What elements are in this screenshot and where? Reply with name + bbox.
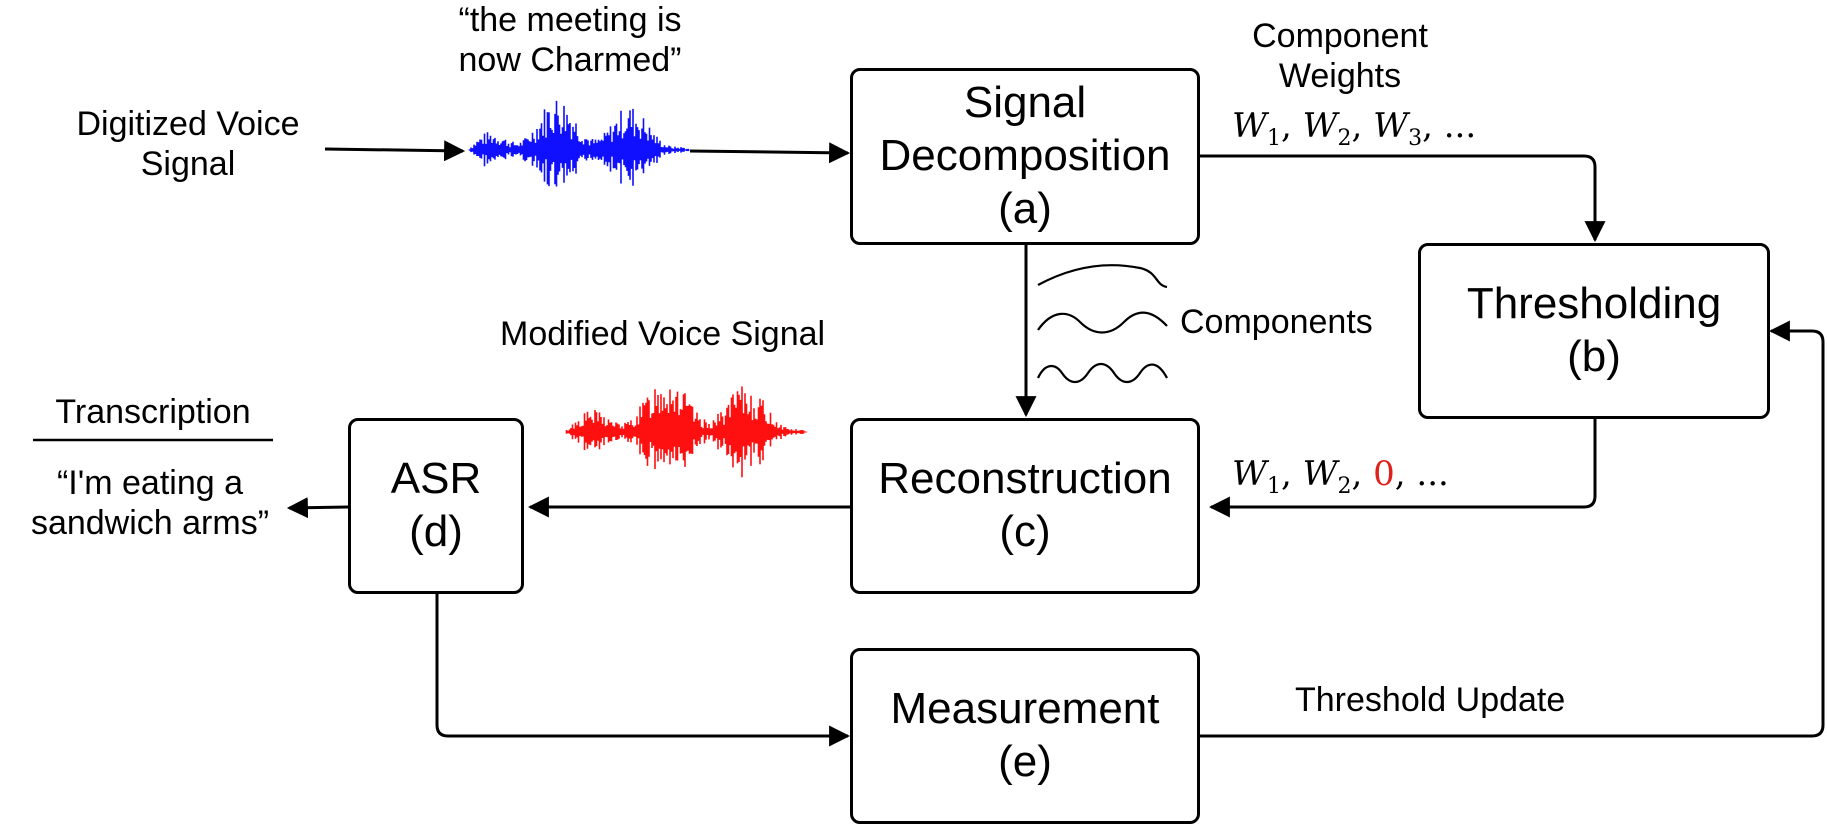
component-wave-mid [1037,311,1168,334]
signal-decomposition-box: Signal Decomposition (a) [850,68,1200,245]
transcription-quote: “I'm eating a sandwich arms” [0,463,300,543]
measurement-tag: (e) [998,737,1052,786]
asr-label: ASR [390,454,482,504]
thresholding-tag: (b) [1567,332,1621,381]
weight-w1-sub: 1 [1266,125,1281,151]
arrow-thresholding-to-reconstruction [1208,418,1597,518]
reconstruction-box: Reconstruction (c) [850,418,1200,594]
mod-weight-zero: 0 [1373,454,1395,494]
weight-w1: W [1232,106,1267,146]
mod-weight-w1-sub: 1 [1266,473,1281,499]
input-waveform [468,100,690,187]
mod-weight-w1: W [1232,454,1267,494]
arrow-waveform-to-decomposition [689,142,851,164]
transcription-title: Transcription [55,393,251,431]
input-quote-line1: “the meeting is [458,1,682,39]
arrow-asr-to-transcription [286,497,349,519]
weights-tail: , ... [1422,106,1477,146]
asr-tag: (d) [409,507,463,556]
input-label-line2: Signal [140,145,236,184]
measurement-box: Measurement (e) [850,648,1200,824]
arrow-threshold-update [1200,320,1825,738]
mod-weights-tail: , ... [1394,454,1449,494]
wave-blue-trace [468,100,690,187]
modified-weights-list: W1, W2, 0, ... [1232,454,1449,499]
input-label: Digitized Voice Signal [48,104,328,184]
weights-list: W1, W2, W3, ... [1232,106,1477,151]
mod-weight-w2: W [1302,454,1338,494]
measurement-label: Measurement [890,684,1160,734]
thresholding-box: Thresholding (b) [1418,243,1770,419]
component-wave-low [1037,264,1168,289]
arrow-decomposition-to-thresholding [1200,154,1606,243]
weight-w3-sub: 3 [1408,125,1423,151]
components-label: Components [1180,303,1373,341]
mod-weight-w2-sub: 2 [1337,473,1352,499]
weight-w2-sub: 2 [1337,125,1352,151]
wave-red-trace [565,386,808,478]
component-wave-high [1037,362,1168,384]
input-quote: “the meeting is now Charmed” [430,0,710,80]
transcription-quote-line1: “I'm eating a [56,464,244,502]
asr-box: ASR (d) [348,418,524,594]
modified-signal-label: Modified Voice Signal [500,315,826,353]
weight-w3: W [1373,106,1409,146]
component-weights-title: Component Weights [1200,16,1480,96]
modified-waveform [565,386,808,478]
transcription-quote-line2: sandwich arms” [30,504,270,543]
input-label-line1: Digitized Voice [76,105,300,143]
arrow-asr-to-measurement [435,593,851,747]
signal-decomposition-line1: Signal [963,78,1087,128]
reconstruction-tag: (c) [999,507,1051,556]
signal-decomposition-line2: Decomposition [879,131,1171,181]
component-weights-line1: Component [1252,17,1428,55]
signal-decomposition-tag: (a) [998,183,1052,233]
component-weights-line2: Weights [1278,57,1402,96]
weight-w2: W [1302,106,1338,146]
input-quote-line2: now Charmed” [458,41,682,80]
arrow-input-to-waveform [324,140,466,162]
threshold-update-label: Threshold Update [1295,681,1566,719]
thresholding-label: Thresholding [1466,279,1722,329]
reconstruction-label: Reconstruction [878,454,1172,504]
